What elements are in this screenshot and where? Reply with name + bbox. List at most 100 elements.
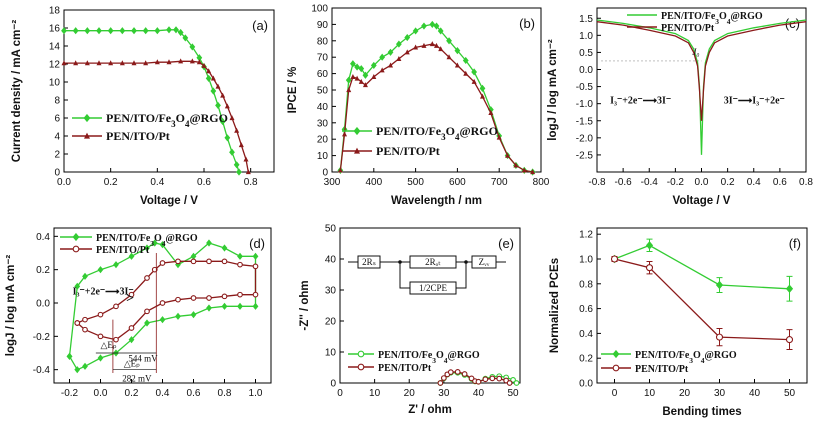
data-point [97, 333, 104, 340]
delta-ep-label: △Eₚ [124, 358, 140, 368]
data-point [190, 311, 197, 319]
data-point [645, 241, 654, 250]
series-1 [437, 368, 513, 386]
x-tick-label: 0.4 [747, 177, 761, 188]
legend-marker [357, 363, 365, 371]
circuit-element-label: 1/2CPE [419, 283, 448, 293]
legend-entry: PEN/ITO/Fe3O4@RGO [635, 350, 737, 365]
y-tick-label: 0.8 [579, 279, 593, 290]
y-tick-label: 1.0 [579, 255, 593, 266]
data-point [471, 78, 477, 84]
y-tick-label: 0.4 [36, 232, 50, 243]
y-tick-label: 0.6 [579, 304, 593, 315]
delta-ep-label: △Eₚ [101, 340, 117, 350]
data-point [346, 87, 352, 93]
y-tick-label: 40 [325, 255, 337, 266]
data-point [189, 58, 195, 64]
data-point [454, 62, 460, 68]
x-tick-label: 0.2 [104, 177, 118, 188]
data-point [388, 62, 394, 68]
data-point [215, 101, 221, 109]
data-point [61, 60, 67, 66]
data-point [66, 352, 73, 360]
x-tick-label: 20 [404, 388, 416, 399]
legend-entry: PEN/ITO/Fe3O4@RGO [106, 111, 228, 129]
data-point [119, 27, 126, 35]
data-point [128, 325, 135, 331]
data-point [221, 244, 228, 252]
data-point [342, 131, 348, 137]
y-tick-label: 10 [317, 151, 329, 162]
legend-marker [357, 350, 365, 358]
data-point [521, 167, 527, 173]
data-point [224, 103, 230, 109]
data-point [233, 161, 240, 169]
y-tick-label: 0 [330, 379, 336, 390]
data-point [175, 312, 181, 320]
data-point [387, 48, 394, 56]
x-tick-label: 0 [337, 388, 343, 399]
data-point [785, 284, 794, 294]
data-point [404, 33, 411, 42]
y-axis-label: -Z'' / ohm [299, 280, 311, 330]
data-point [488, 110, 494, 116]
circuit-element [409, 255, 457, 269]
series-1 [337, 41, 536, 175]
y-axis-label: Current density / mA cm⁻² [11, 20, 23, 163]
data-point [252, 291, 259, 298]
y-tick-label: 6 [54, 114, 60, 125]
series-line [76, 260, 257, 341]
x-axis-label: Voltage / V [673, 195, 731, 207]
y-tick-label: 10 [325, 348, 337, 359]
x-tick-label: 0.6 [773, 177, 787, 188]
data-point [513, 380, 520, 386]
x-tick-label: 0.6 [197, 177, 211, 188]
data-point [84, 27, 91, 35]
data-point [210, 87, 217, 95]
series-line [614, 244, 790, 290]
data-point [144, 319, 150, 327]
data-point [354, 75, 360, 81]
data-point [362, 71, 369, 79]
data-point [178, 58, 184, 64]
y-tick-label: 40 [317, 102, 329, 113]
data-point [785, 336, 794, 344]
data-point [206, 258, 212, 265]
data-point [510, 377, 516, 383]
reaction-annotation: I₃⁻+2e⁻⟶3I⁻ [73, 287, 134, 298]
data-point [234, 127, 240, 133]
data-point [154, 27, 161, 35]
legend-entry: PEN/ITO/Fe3O4@RGO [661, 11, 763, 26]
data-point [131, 60, 137, 66]
data-point [154, 59, 160, 65]
series-line [64, 29, 240, 173]
data-point [173, 26, 179, 34]
y-tick-label: -0.5 [576, 82, 594, 93]
data-point [237, 291, 243, 298]
y-tick-label: 1.0 [579, 31, 593, 42]
legend-entry: PEN/ITO/Pt [106, 129, 170, 143]
series-line [596, 19, 807, 155]
panel-c: -0.8 -0.6 -0.4 -0.2 0.0 0.2 0.4 0.6 0.8 -2.5 -2.0 -… [547, 7, 813, 207]
data-point [74, 320, 81, 326]
data-point [166, 26, 172, 34]
data-point [220, 92, 226, 98]
data-point [479, 93, 485, 99]
data-point [447, 369, 454, 376]
y-tick-label: 2 [54, 150, 60, 161]
delta-ep-value: 544 mV [128, 353, 158, 363]
panel-label: (f) [789, 236, 801, 251]
x-tick-label: 500 [407, 177, 424, 188]
x-tick-label: 700 [491, 177, 508, 188]
plot-frame [596, 227, 808, 384]
data-point [177, 28, 184, 37]
x-tick-label: 0.2 [721, 177, 735, 188]
data-point [144, 308, 150, 315]
data-point [82, 316, 88, 323]
panel-a: 0.0 0.2 0.4 0.6 0.8 0 2 4 6 8 10 12 14 16 18 Voltage / … [11, 6, 275, 207]
y-tick-label: 0.0 [579, 379, 593, 390]
legend-marker [354, 147, 360, 154]
data-point [440, 375, 447, 381]
